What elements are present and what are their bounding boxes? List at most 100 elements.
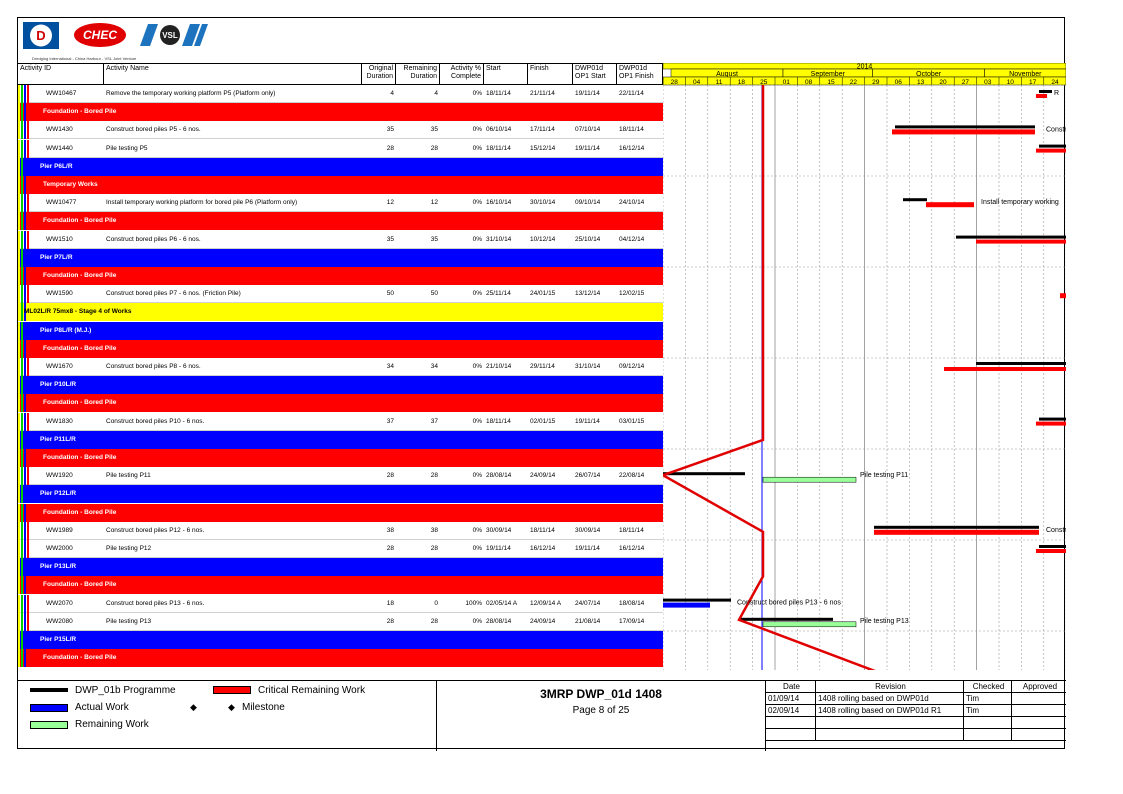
company-logos: D CHEC VSL [23,22,208,49]
month-label: August [716,71,738,78]
critical-bar [976,239,1066,244]
dwp-start-date: 19/11/14 [575,90,600,97]
logo1-text: D [36,28,45,43]
remaining-duration: 35 [430,126,438,134]
logo-area: D CHEC VSL Dredging International - Chin… [18,18,238,63]
critical-bar [1060,293,1066,299]
dwp-bar [1039,144,1066,148]
dwp-start-date: 30/09/14 [575,526,601,534]
dwp-finish-date: 22/08/14 [619,472,645,480]
table-row: WW1989 Construct bored piles P12 - 6 nos.… [18,521,663,540]
group-title: Pier P11L/R [40,435,76,443]
activity-name: Construct bored piles P13 - 6 nos. [106,599,205,607]
wbs-subgroup-row: Foundation - Bored Pile [18,339,663,358]
legend-actual-swatch [30,704,68,712]
legend-critical-label: Critical Remaining Work [258,685,366,696]
week-label: 25 [760,79,768,86]
gantt-svg: 2014 August September October November 28 04 11… [663,63,1066,670]
activity-name: Construct bored piles P12 - 6 nos. [106,526,205,534]
dwp-bar [956,235,1066,239]
dwp-bar [1039,417,1066,421]
percent-complete: 0% [472,90,482,97]
dwp-finish-date: 16/12/14 [619,545,645,552]
week-label: 01 [783,79,791,86]
dwp-start-date: 19/11/14 [575,545,600,552]
dwp-finish-date: 18/11/14 [619,126,644,134]
wbs-subgroup-row: Foundation - Bored Pile [18,103,663,122]
activity-name: Pile testing P12 [106,545,152,552]
critical-bar [926,202,974,208]
dwp-bar [976,362,1066,365]
table-row: WW1590 Construct bored piles P7 - 6 nos. … [18,285,663,304]
dwp-bar [740,617,833,621]
start-date: 19/11/14 [486,545,511,552]
percent-complete: 0% [472,199,482,207]
start-date: 02/05/14 A [486,599,518,607]
group-title: Foundation - Bored Pile [43,454,117,461]
wbs-pier-row: Pier P15L/R [18,631,663,649]
dwp-start-date: 31/10/14 [575,363,601,370]
original-duration: 28 [386,617,394,625]
original-duration: 50 [386,290,394,298]
dwp-start-date: 09/10/14 [575,199,601,207]
dwp-bar [663,598,731,602]
original-duration: 28 [386,472,394,480]
revision-row: 01/09/14 1408 rolling based on DWP01d Ti… [766,693,1066,705]
gantt-chart: 2014 August September October November 28 04 11… [663,63,1066,670]
revision-header: Date Revision Checked Approved [766,681,1066,693]
revision-row-empty [766,729,1066,741]
original-duration: 28 [386,545,394,552]
critical-path-line [663,85,876,670]
rev-head-revision: Revision [816,681,964,693]
revision-row: 02/09/14 1408 rolling based on DWP01d R1… [766,705,1066,717]
week-label: 17 [1029,79,1037,86]
finish-date: 24/01/15 [530,290,556,298]
remaining-duration: 38 [430,526,438,534]
wbs-pier-row: Pier P10L/R [18,376,663,395]
group-title: Pier P8L/R (M.J.) [40,326,92,334]
week-label: 13 [917,79,925,86]
finish-date: 10/12/14 [530,235,556,243]
col-dwp-finish: DWP01d OP1 Finish [617,64,663,86]
finish-date: 24/09/14 [530,617,556,625]
percent-complete: 0% [472,126,482,134]
dwp-finish-date: 03/01/15 [619,417,645,425]
rev-text: 1408 rolling based on DWP01d [816,693,964,705]
legend-milestone-label: Milestone [242,702,285,713]
logo2-text: CHEC [83,28,117,42]
dwp-start-date: 25/10/14 [575,235,601,243]
year-label: 2014 [857,64,873,71]
original-duration: 38 [386,526,394,534]
table-row: WW10477 Install temporary working platfor… [18,194,663,213]
rev-approved [1012,705,1066,717]
percent-complete: 0% [472,363,482,370]
group-title: Temporary Works [43,181,98,188]
activity-id: WW2000 [46,545,73,552]
month-label: October [916,71,942,78]
dwp-start-date: 13/12/14 [575,290,601,298]
table-row: WW1430 Construct bored piles P5 - 6 nos. 3… [18,121,663,140]
week-label: 10 [1007,79,1015,86]
activity-id: WW2080 [46,617,73,625]
col-percent-complete: Activity % Complete [440,64,484,86]
table-row: WW2080 Pile testing P13 28 28 0% 28/08/14 24/0… [18,612,663,631]
remaining-duration: 28 [430,545,438,552]
remaining-bar [762,476,857,483]
critical-bar [944,367,1066,371]
rev-text: 1408 rolling based on DWP01d R1 [816,705,964,717]
remaining-duration: 50 [430,290,438,298]
rev-checked: Tim [964,705,1012,717]
remaining-duration: 28 [430,617,438,625]
start-date: 25/11/14 [486,290,511,298]
start-date: 18/11/14 [486,417,511,425]
week-label: 08 [805,79,813,86]
bar-label: Constr [1046,527,1066,534]
dwp-start-date: 19/11/14 [575,417,600,425]
dwp-finish-date: 24/10/14 [619,199,645,207]
bar-label: Construct bored piles P13 - 6 nos [737,600,841,607]
bar-label: Constr [1046,126,1066,133]
critical-bar [874,529,1039,535]
col-dwp-start: DWP01d OP1 Start [573,64,617,86]
start-date: 31/10/14 [486,235,512,243]
legend-actual-label: Actual Work [75,702,129,713]
